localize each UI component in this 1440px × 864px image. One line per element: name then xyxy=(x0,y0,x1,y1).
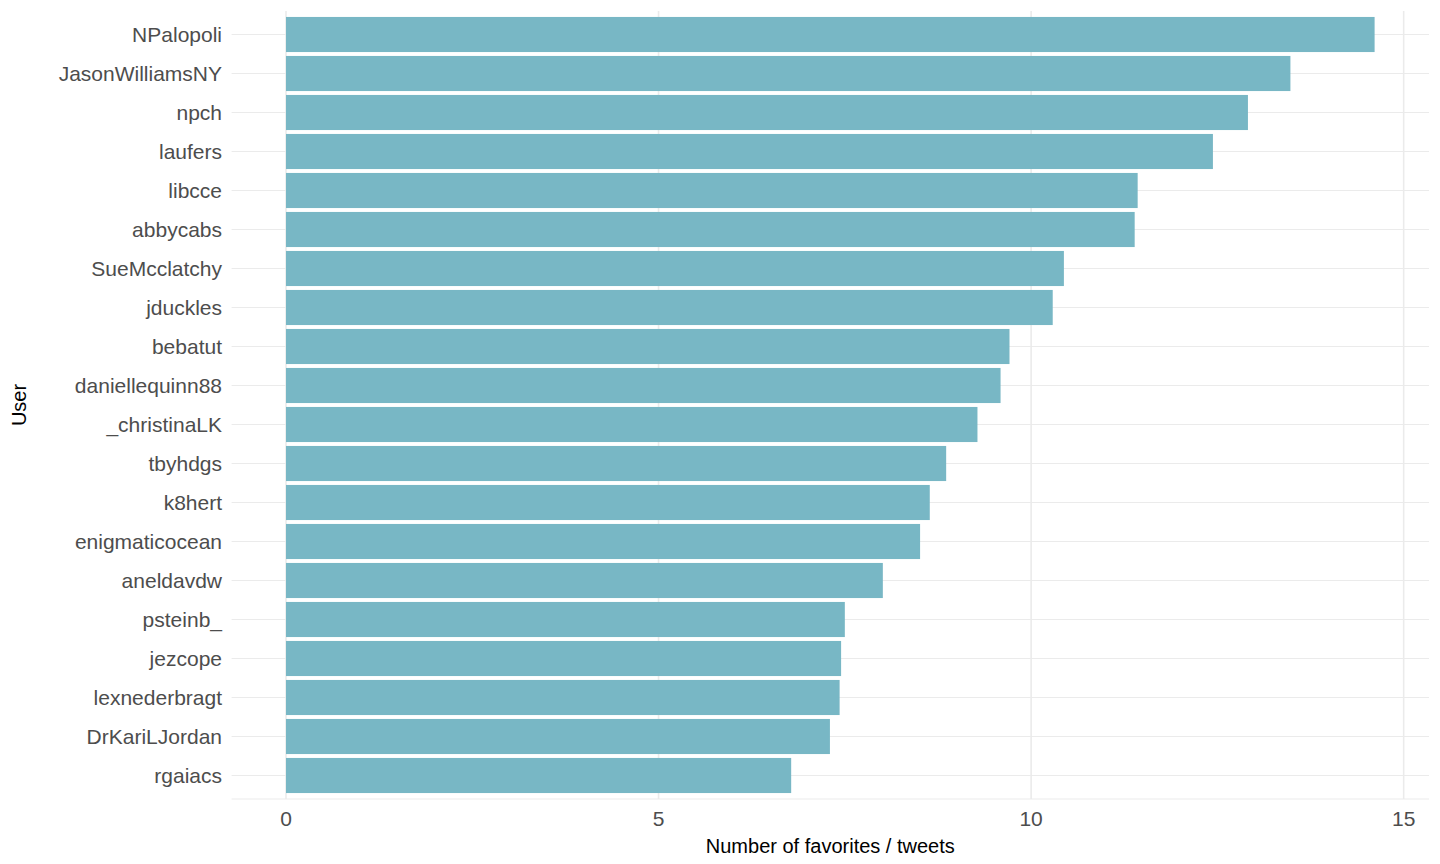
bar xyxy=(286,407,977,442)
y-tick-label: psteinb_ xyxy=(143,608,223,632)
bar xyxy=(286,17,1375,52)
y-tick-label: _christinaLK xyxy=(105,413,222,437)
y-axis-title: User xyxy=(8,384,30,427)
chart: NPalopoli JasonWilliamsNY npch laufers libcc… xyxy=(0,0,1440,864)
bar xyxy=(286,758,791,793)
bar xyxy=(286,368,1001,403)
bar xyxy=(286,563,883,598)
y-tick-label: jduckles xyxy=(145,296,222,319)
y-tick-label: rgaiacs xyxy=(154,764,222,787)
y-tick-label: daniellequinn88 xyxy=(75,374,222,397)
y-tick-label: enigmaticocean xyxy=(75,530,222,553)
bar xyxy=(286,251,1064,286)
y-tick-label: JasonWilliamsNY xyxy=(59,62,222,85)
bar xyxy=(286,524,920,559)
bar xyxy=(286,212,1135,247)
y-tick-label: laufers xyxy=(159,140,222,163)
bar xyxy=(286,134,1213,169)
grid-line-x xyxy=(1403,11,1405,799)
y-tick-label: tbyhdgs xyxy=(148,452,222,475)
bar xyxy=(286,56,1290,91)
y-tick-label: NPalopoli xyxy=(132,23,222,46)
y-tick-label: npch xyxy=(176,101,222,124)
bar xyxy=(286,485,930,520)
y-tick-label: abbycabs xyxy=(132,218,222,241)
bar xyxy=(286,173,1138,208)
x-tick-label: 0 xyxy=(280,807,292,830)
bar xyxy=(286,680,840,715)
bar xyxy=(286,329,1010,364)
bar xyxy=(286,95,1248,130)
bar xyxy=(286,602,845,637)
bar xyxy=(286,641,841,676)
x-axis-line xyxy=(232,799,1429,800)
y-tick-label: DrKariLJordan xyxy=(87,725,222,748)
x-tick-label: 5 xyxy=(653,807,665,830)
y-tick-label: jezcope xyxy=(149,647,222,670)
x-axis-title: Number of favorites / tweets xyxy=(706,835,955,857)
bars xyxy=(286,17,1375,793)
bar xyxy=(286,446,946,481)
y-tick-label: k8hert xyxy=(164,491,223,514)
y-tick-label: aneldavdw xyxy=(122,569,223,592)
y-tick-label: SueMcclatchy xyxy=(91,257,222,280)
y-tick-label: libcce xyxy=(168,179,222,202)
y-tick-label: bebatut xyxy=(152,335,222,358)
bar xyxy=(286,290,1053,325)
y-tick-label: lexnederbragt xyxy=(94,686,223,709)
bar xyxy=(286,719,830,754)
x-tick-label: 15 xyxy=(1392,807,1415,830)
x-tick-label: 10 xyxy=(1019,807,1042,830)
